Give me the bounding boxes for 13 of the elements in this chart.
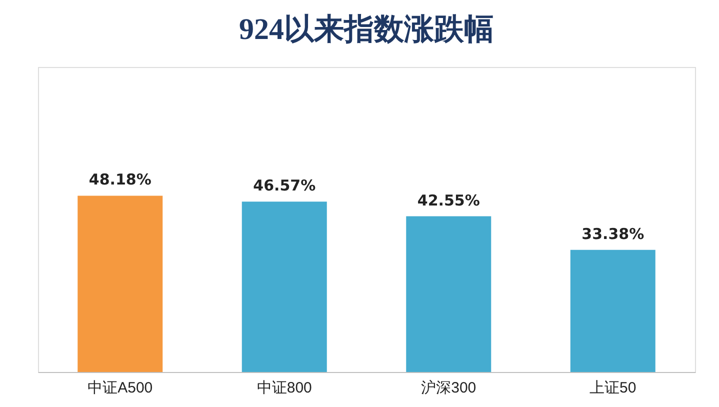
bar bbox=[78, 196, 163, 372]
x-tick-label: 中证800 bbox=[256, 380, 312, 396]
x-tick-label: 上证50 bbox=[590, 380, 636, 396]
data-label: 33.38% bbox=[582, 224, 644, 243]
data-label: 42.55% bbox=[417, 191, 480, 210]
data-label: 46.57% bbox=[253, 176, 316, 195]
data-label: 48.18% bbox=[88, 170, 152, 189]
bar bbox=[406, 216, 492, 372]
bar bbox=[242, 202, 327, 372]
bar bbox=[570, 250, 656, 372]
chart-title: 924以来指数涨跌幅 bbox=[239, 13, 494, 46]
x-tick-label: 沪深300 bbox=[421, 380, 476, 396]
x-tick-label: 中证A500 bbox=[88, 380, 153, 396]
